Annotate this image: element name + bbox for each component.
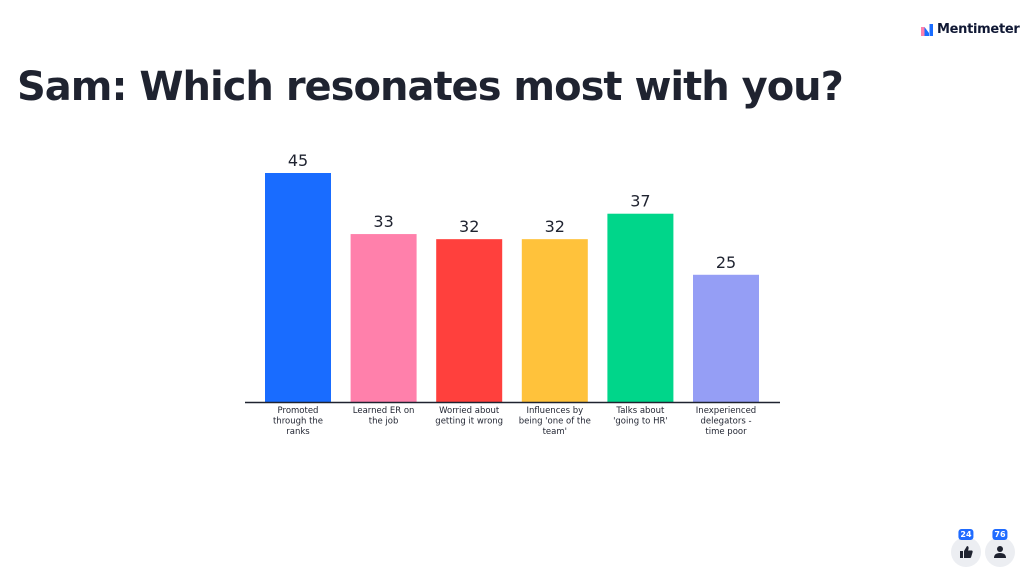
mentimeter-logo-icon bbox=[921, 23, 933, 36]
participants-button[interactable]: 76 bbox=[985, 529, 1015, 567]
category-label: the job bbox=[369, 417, 399, 427]
category-label: Worried about bbox=[439, 406, 500, 416]
brand-name: Mentimeter bbox=[937, 22, 1020, 37]
category-label: Talks about bbox=[615, 406, 665, 416]
data-label: 32 bbox=[545, 217, 565, 236]
category-label: Promoted bbox=[278, 406, 319, 416]
category-label: through the bbox=[273, 417, 323, 427]
category-label: Influences by bbox=[526, 406, 583, 416]
bar bbox=[265, 173, 331, 402]
category-label: being 'one of the bbox=[519, 417, 591, 427]
category-label: Inexperienced bbox=[696, 406, 756, 416]
category-label: getting it wrong bbox=[435, 417, 503, 427]
data-label: 33 bbox=[373, 212, 393, 231]
likes-count-badge: 24 bbox=[958, 529, 974, 540]
category-label: ranks bbox=[286, 427, 310, 437]
mentimeter-logo: Mentimeter bbox=[921, 22, 1020, 37]
bar bbox=[436, 239, 503, 402]
category-label: delegators - bbox=[700, 417, 751, 427]
bar bbox=[350, 234, 417, 402]
data-label: 32 bbox=[459, 217, 479, 236]
slide-title: Sam: Which resonates most with you? bbox=[17, 64, 844, 110]
person-icon bbox=[994, 546, 1006, 558]
bar bbox=[607, 213, 674, 402]
category-label: Learned ER on bbox=[353, 406, 415, 416]
data-label: 25 bbox=[716, 253, 736, 272]
data-label: 37 bbox=[630, 192, 650, 211]
participants-count-badge: 76 bbox=[992, 529, 1008, 540]
category-label: time poor bbox=[705, 427, 747, 437]
thumbs-up-icon bbox=[959, 546, 973, 558]
data-label: 45 bbox=[288, 151, 308, 170]
bar bbox=[693, 274, 759, 402]
category-label: 'going to HR' bbox=[613, 417, 668, 427]
like-button[interactable]: 24 bbox=[951, 529, 981, 567]
category-label: team' bbox=[543, 427, 567, 437]
bar bbox=[521, 239, 588, 402]
